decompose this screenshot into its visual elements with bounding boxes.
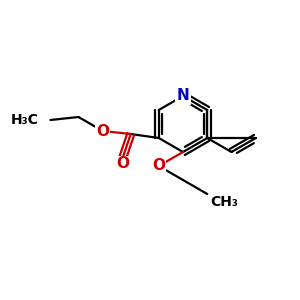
Text: CH₃: CH₃	[210, 195, 238, 209]
Text: O: O	[96, 124, 109, 139]
Text: O: O	[116, 156, 129, 171]
Text: N: N	[177, 88, 189, 104]
Text: H₃C: H₃C	[11, 113, 38, 127]
Text: O: O	[152, 158, 165, 173]
